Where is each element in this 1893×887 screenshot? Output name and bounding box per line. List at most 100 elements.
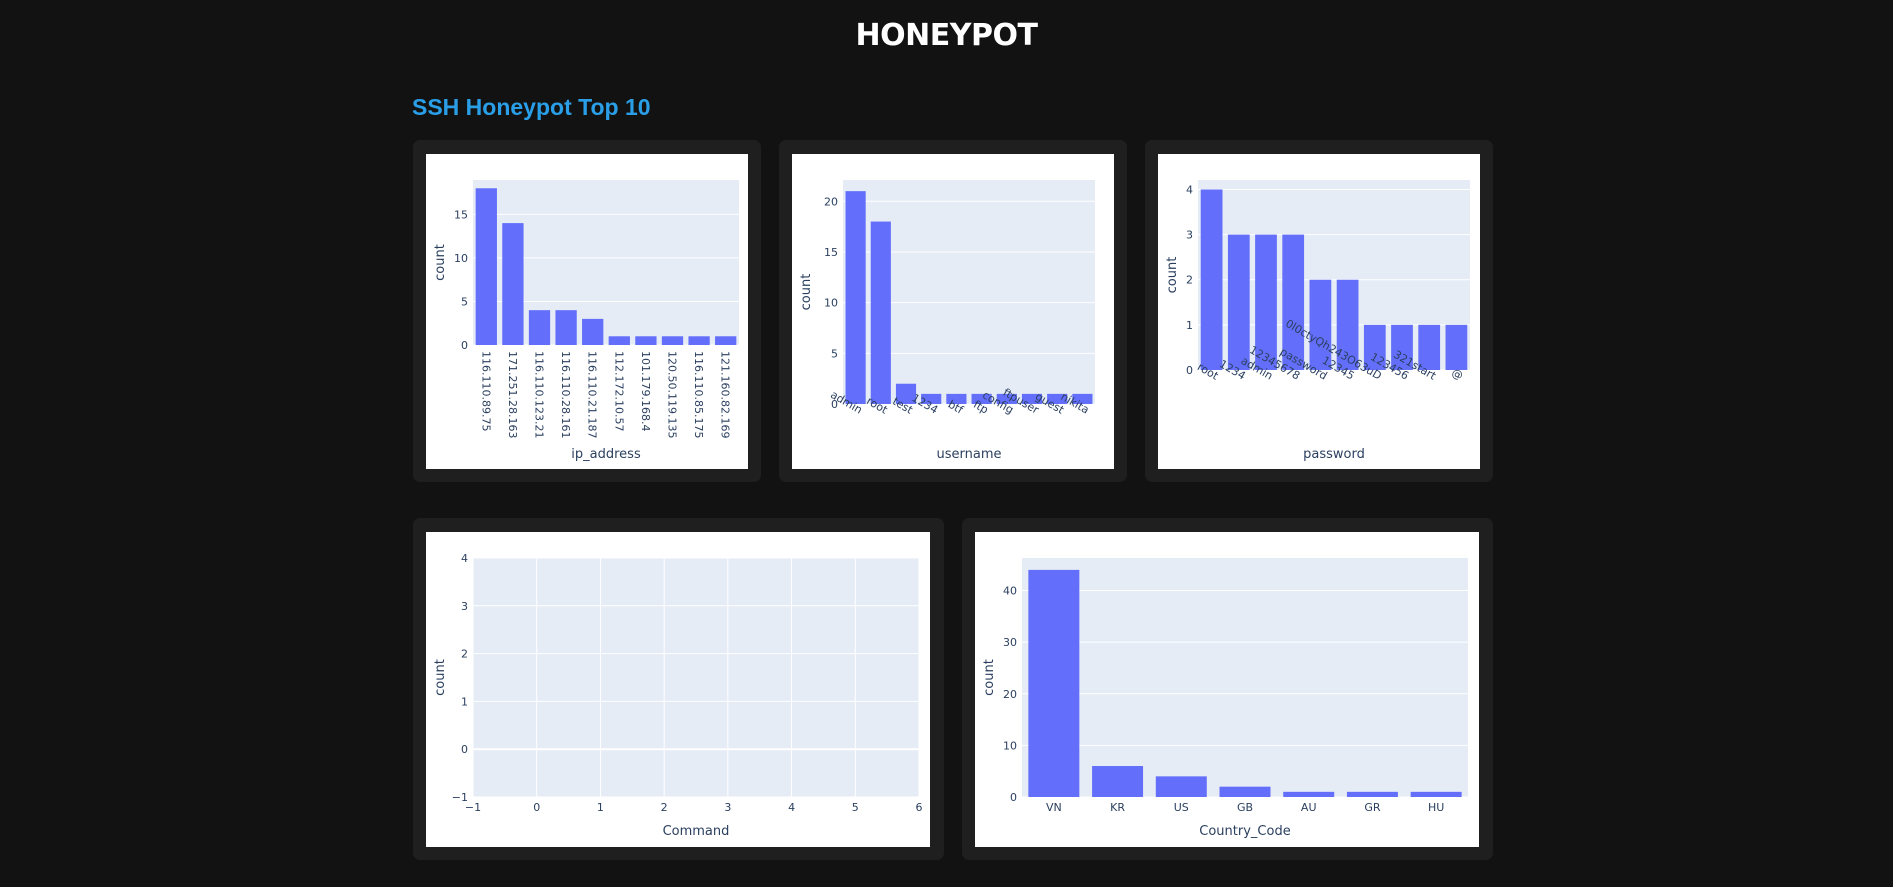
country-plot-area [1022, 558, 1468, 797]
password-xaxis-title: password [1303, 447, 1365, 462]
country-bar [1346, 791, 1398, 797]
ip-bar [555, 310, 577, 345]
ip-ytick-label: 10 [454, 252, 468, 265]
honeypot-logo: HONEYPOT [855, 18, 1038, 53]
command-ytick-label: −1 [452, 791, 468, 804]
password-bar [1418, 324, 1441, 370]
country-ytick-label: 10 [1003, 739, 1017, 752]
username-ytick-label: 0 [831, 398, 838, 411]
country-xaxis-title: Country_Code [1199, 824, 1290, 839]
ip-xtick-label: 116.110.123.21 [533, 351, 546, 438]
country-ytick-label: 30 [1003, 636, 1017, 649]
ip-xtick-label: 116.110.28.161 [559, 351, 572, 438]
country-xtick-label: KR [1110, 801, 1125, 814]
username-xtick-label: ftp [971, 398, 990, 417]
username-ytick-label: 5 [831, 347, 838, 360]
password-ytick-label: 2 [1186, 274, 1193, 287]
ip-xtick-label: 171.251.28.163 [506, 351, 519, 438]
command-xtick-label: 0 [533, 801, 540, 814]
username-xaxis-title: username [937, 447, 1002, 462]
ip-ytick-label: 5 [461, 295, 468, 308]
command-xtick-label: 4 [788, 801, 795, 814]
password-bar [1227, 234, 1250, 370]
country-ytick-label: 40 [1003, 585, 1017, 598]
plot-username: 0 5 10 15 20 admin root test 1234 btf ftp config ftp… [792, 154, 1114, 469]
ip-bar [582, 318, 604, 345]
username-ytick-label: 20 [824, 195, 838, 208]
password-bar [1445, 324, 1468, 370]
username-bar [1072, 393, 1093, 404]
plot-password: 0 1 2 3 4 root 1234 admin 12345678 password 12345 0… [1158, 154, 1480, 469]
password-yaxis-title: count [1165, 257, 1180, 294]
command-yaxis-title: count [433, 659, 448, 696]
ip-xtick-label: 116.110.21.187 [586, 351, 599, 438]
username-ytick-label: 10 [824, 297, 838, 310]
command-xtick-label: 1 [597, 801, 604, 814]
command-ytick-label: 1 [461, 695, 468, 708]
command-xtick-label: −1 [465, 801, 481, 814]
country-xtick-label: AU [1301, 801, 1317, 814]
command-xtick-label: 5 [852, 801, 859, 814]
command-ytick-label: 4 [461, 552, 468, 565]
ip-xtick-label: 116.110.85.175 [692, 351, 705, 438]
password-bar [1282, 234, 1305, 370]
country-ytick-label: 0 [1010, 791, 1017, 804]
ip-ytick-label: 15 [454, 208, 468, 221]
command-xaxis-title: Command [663, 824, 730, 839]
country-ytick-label: 20 [1003, 688, 1017, 701]
ip-bar [688, 336, 710, 345]
country-bar [1155, 776, 1207, 797]
command-bar-chart: −1 0 1 2 3 4 −1 0 1 2 3 4 5 6 Command count [433, 552, 923, 839]
password-bar [1309, 279, 1332, 370]
country-xtick-label: GB [1237, 801, 1253, 814]
password-bar-chart: 01234root1234admin12345678password123450… [1165, 180, 1470, 462]
username-bar [1047, 393, 1068, 404]
command-ytick-label: 0 [461, 743, 468, 756]
country-bar [1410, 791, 1462, 797]
password-bar [1363, 324, 1386, 370]
country-yaxis-title: count [982, 659, 997, 696]
username-bar [895, 383, 917, 404]
ip-bar [715, 336, 737, 345]
ip-xtick-label: 120.50.119.135 [666, 351, 679, 438]
page-title: SSH Honeypot Top 10 [412, 94, 651, 120]
ip-bar [528, 310, 551, 345]
country-code-bar-chart: 0 10 20 30 40 VN KR US GB AU GR HU Country_Code count [982, 558, 1468, 839]
ip-address-bar-chart: 0 5 10 15 116.110.89.75 171.251.28.163 116.110… [433, 180, 739, 462]
ip-xtick-label: 121.160.82.169 [719, 351, 732, 438]
plot-command: −1 0 1 2 3 4 −1 0 1 2 3 4 5 6 Command count [426, 532, 930, 847]
username-bar [845, 191, 866, 404]
plot-country-code: 0 10 20 30 40 VN KR US GB AU GR HU Country_Code count [975, 532, 1479, 847]
command-xtick-label: 2 [661, 801, 668, 814]
username-bar [1021, 393, 1043, 404]
plot-ip-address: 0 5 10 15 116.110.89.75 171.251.28.163 116.110… [426, 154, 748, 469]
username-bar [946, 393, 967, 404]
username-bar [971, 393, 992, 404]
password-ytick-label: 4 [1186, 183, 1193, 196]
ip-xtick-label: 101.179.168.4 [639, 351, 652, 431]
ip-bar [502, 223, 524, 345]
chart-card-username: 0 5 10 15 20 admin root test 1234 btf ftp config ftp… [779, 140, 1127, 482]
chart-card-command: −1 0 1 2 3 4 −1 0 1 2 3 4 5 6 Command count [413, 518, 944, 860]
username-yaxis-title: count [799, 274, 814, 311]
ip-bar [661, 336, 684, 345]
password-bar [1391, 324, 1413, 370]
country-bar [1219, 786, 1271, 797]
country-xtick-label: US [1174, 801, 1189, 814]
ip-xtick-label: 112.172.10.57 [612, 351, 625, 431]
ip-ytick-label: 0 [461, 339, 468, 352]
ip-bar [475, 188, 497, 345]
country-xtick-label: GR [1364, 801, 1381, 814]
ip-yaxis-title: count [433, 244, 448, 281]
ip-bar [608, 336, 630, 345]
command-ytick-label: 2 [461, 648, 468, 661]
country-bar [1092, 766, 1144, 797]
username-ytick-label: 15 [824, 246, 838, 259]
password-ytick-label: 0 [1186, 364, 1193, 377]
password-ytick-label: 3 [1186, 229, 1193, 242]
country-xtick-label: HU [1428, 801, 1444, 814]
username-bar [996, 393, 1017, 404]
password-ytick-label: 1 [1186, 319, 1193, 332]
ip-xaxis-title: ip_address [571, 447, 641, 462]
chart-card-ip-address: 0 5 10 15 116.110.89.75 171.251.28.163 116.110… [413, 140, 761, 482]
